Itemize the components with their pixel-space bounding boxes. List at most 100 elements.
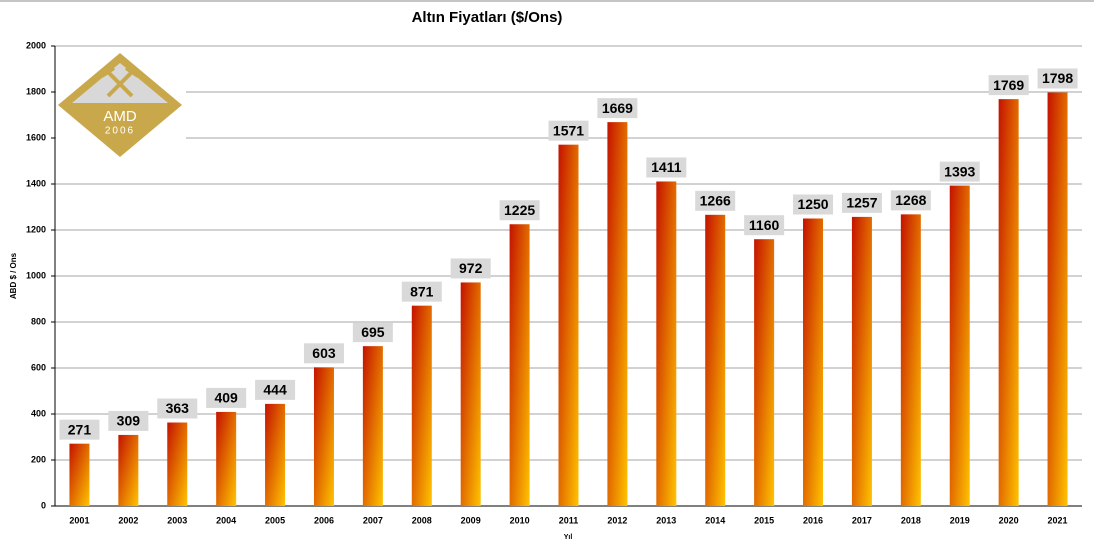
bar	[265, 403, 286, 506]
x-tick-label: 2020	[999, 515, 1019, 525]
y-tick-label: 1200	[26, 224, 46, 234]
y-tick-label: 200	[31, 454, 46, 464]
bar	[1047, 92, 1068, 507]
x-tick-label: 2002	[118, 515, 138, 525]
x-tick-label: 2019	[950, 515, 970, 525]
value-label: 1257	[846, 195, 877, 211]
logo: AMD 2006	[56, 48, 186, 160]
value-label: 1266	[700, 193, 731, 209]
value-label: 363	[166, 400, 190, 416]
x-tick-label: 2016	[803, 515, 823, 525]
bar	[705, 214, 726, 506]
bar	[313, 367, 334, 506]
value-label-bg	[646, 157, 687, 178]
bar	[167, 422, 188, 506]
y-tick-label: 1600	[26, 132, 46, 142]
value-label-bg	[157, 398, 198, 419]
value-label: 1393	[944, 163, 975, 179]
x-tick-label: 2006	[314, 515, 334, 525]
value-label: 1411	[651, 159, 682, 175]
value-label-bg	[352, 322, 393, 343]
bar	[460, 282, 481, 506]
y-tick-label: 1800	[26, 86, 46, 96]
x-tick-label: 2010	[510, 515, 530, 525]
value-label: 444	[263, 382, 287, 398]
value-label-bg	[793, 194, 834, 215]
logo-year: 2006	[105, 126, 135, 137]
x-tick-label: 2005	[265, 515, 285, 525]
value-label: 1250	[797, 196, 828, 212]
y-tick-label: 400	[31, 408, 46, 418]
x-tick-label: 2015	[754, 515, 774, 525]
bar	[803, 218, 824, 506]
bar	[362, 346, 383, 506]
bar	[900, 214, 921, 507]
bar	[851, 216, 872, 506]
x-tick-label: 2003	[167, 515, 187, 525]
x-tick-label: 2001	[69, 515, 89, 525]
bar	[509, 224, 530, 506]
bar	[216, 411, 237, 506]
bar	[949, 185, 970, 507]
y-tick-label: 1000	[26, 270, 46, 280]
x-tick-label: 2021	[1048, 515, 1068, 525]
logo-hammers	[100, 66, 140, 98]
bar	[69, 443, 90, 506]
value-label-bg	[401, 281, 442, 302]
value-label: 271	[68, 421, 92, 437]
value-label-bg	[841, 192, 882, 213]
value-label-bg	[450, 258, 491, 279]
value-label: 871	[410, 283, 434, 299]
value-label-bg	[108, 410, 149, 431]
value-label-bg	[695, 190, 736, 211]
value-label-bg	[988, 75, 1029, 96]
bar	[558, 144, 579, 507]
value-label: 309	[117, 413, 141, 429]
value-label: 695	[361, 324, 385, 340]
value-label: 1798	[1042, 70, 1073, 86]
y-tick-label: 1400	[26, 178, 46, 188]
y-tick-label: 2000	[26, 40, 46, 50]
bar	[607, 122, 628, 506]
value-label: 1571	[553, 122, 584, 138]
y-tick-label: 0	[41, 500, 46, 510]
value-label-bg	[939, 161, 980, 182]
bar	[118, 434, 139, 506]
value-label: 603	[312, 345, 336, 361]
value-label-bg	[303, 343, 344, 364]
value-label: 1268	[895, 192, 926, 208]
x-tick-label: 2009	[461, 515, 481, 525]
x-tick-label: 2011	[559, 515, 579, 525]
value-label: 409	[214, 390, 238, 406]
bar	[411, 305, 432, 506]
value-label-bg	[597, 98, 638, 119]
value-label-bg	[499, 200, 540, 221]
bar	[754, 239, 775, 506]
value-label: 1669	[602, 100, 633, 116]
value-label-bg	[59, 419, 100, 440]
value-label-bg	[890, 190, 931, 211]
value-label: 1769	[993, 77, 1024, 93]
x-tick-label: 2014	[705, 515, 725, 525]
x-tick-label: 2004	[216, 515, 236, 525]
bar	[998, 99, 1019, 506]
bar	[656, 181, 677, 506]
x-tick-label: 2018	[901, 515, 921, 525]
y-axis-label: ABD $ / Ons	[9, 252, 18, 299]
chart-title: Altın Fiyatları ($/Ons)	[412, 9, 563, 26]
value-label: 972	[459, 260, 483, 276]
x-tick-label: 2017	[852, 515, 872, 525]
value-label-bg	[255, 379, 296, 400]
logo-name: AMD	[103, 108, 137, 125]
value-label-bg	[206, 387, 247, 408]
y-tick-label: 600	[31, 362, 46, 372]
value-label-bg	[1037, 68, 1078, 89]
value-label-bg	[744, 215, 785, 236]
x-tick-label: 2008	[412, 515, 432, 525]
logo-diamond	[58, 53, 182, 157]
x-tick-label: 2013	[656, 515, 676, 525]
value-label: 1225	[504, 202, 535, 218]
x-axis-label: Yıl	[564, 534, 573, 541]
